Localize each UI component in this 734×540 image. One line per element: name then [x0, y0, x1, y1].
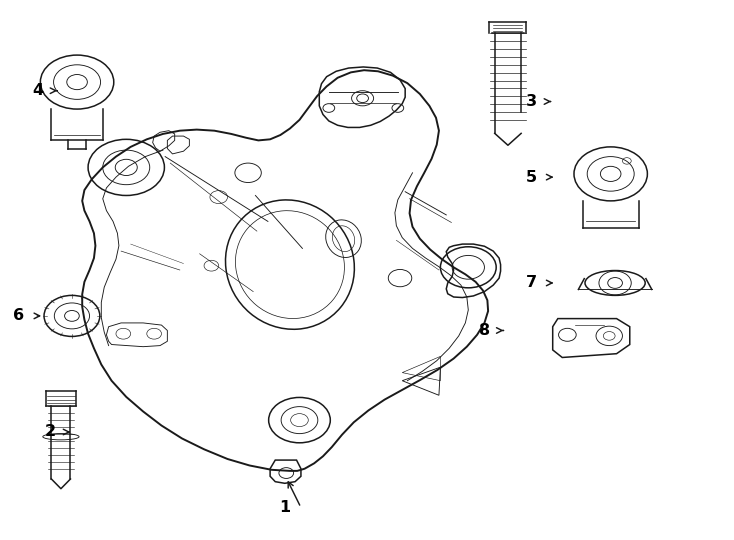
Text: 5: 5 — [526, 170, 537, 185]
Text: 4: 4 — [32, 83, 44, 98]
Text: 3: 3 — [526, 94, 537, 109]
Text: 8: 8 — [479, 323, 490, 338]
Text: 7: 7 — [526, 275, 537, 291]
Text: 1: 1 — [279, 500, 291, 515]
Text: 6: 6 — [12, 308, 24, 323]
Text: 2: 2 — [44, 424, 56, 440]
